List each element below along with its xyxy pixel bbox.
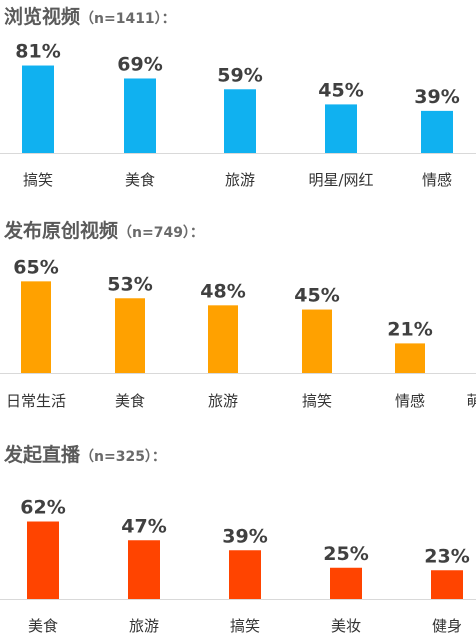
- value-label: 47%: [121, 515, 166, 537]
- value-label: 53%: [107, 273, 152, 295]
- value-label: 45%: [294, 285, 339, 307]
- bar-chart-browse: 81% 搞笑 69% 美食 59% 旅游 45% 明星/网红 39% 情感: [0, 41, 476, 189]
- bar-chart-live: 62% 美食 47% 旅游 39% 搞笑 25% 美妆 23% 健身: [0, 497, 476, 635]
- bar: [22, 65, 54, 153]
- bar: [421, 110, 453, 153]
- value-label: 23%: [424, 545, 469, 567]
- category-label: 美食: [125, 171, 155, 189]
- chart-panel-browse: 浏览视频（n=1411）： 81% 搞笑 69% 美食 59% 旅游 45% 明星/网红 39%…: [0, 0, 476, 200]
- bar: [208, 305, 238, 373]
- bar: [229, 550, 261, 599]
- bar: [124, 78, 156, 153]
- category-label: 旅游: [225, 171, 255, 189]
- bar: [128, 540, 160, 599]
- bar: [395, 343, 425, 373]
- category-label: 美食: [115, 392, 145, 410]
- category-label: 萌: [466, 392, 476, 410]
- category-label: 明星/网红: [308, 171, 373, 189]
- category-label: 日常生活: [6, 392, 66, 410]
- category-label: 搞笑: [23, 171, 53, 189]
- bar: [325, 104, 357, 153]
- value-label: 48%: [200, 280, 245, 302]
- value-label: 25%: [323, 543, 368, 565]
- bar: [115, 298, 145, 373]
- value-label: 39%: [414, 86, 459, 108]
- category-label: 情感: [395, 392, 425, 410]
- value-label: 69%: [117, 53, 162, 75]
- bar: [302, 309, 332, 373]
- category-label: 搞笑: [302, 392, 332, 410]
- category-label: 搞笑: [230, 617, 260, 635]
- category-label: 美食: [28, 617, 58, 635]
- value-label: 65%: [13, 256, 58, 278]
- bar: [431, 570, 463, 599]
- value-label: 81%: [15, 41, 60, 63]
- chart-panel-live: 发起直播（n=325）： 62% 美食 47% 旅游 39% 搞笑 25% 美妆 23% 健身: [0, 436, 476, 638]
- category-label: 旅游: [129, 617, 159, 635]
- value-label: 59%: [217, 64, 262, 86]
- category-label: 美妆: [331, 617, 361, 635]
- chart-title-text: 发起直播: [4, 444, 81, 466]
- value-label: 39%: [222, 525, 267, 547]
- bar: [27, 521, 59, 599]
- bar: [224, 89, 256, 153]
- chart-title-text: 浏览视频: [4, 6, 81, 28]
- chart-title-text: 发布原创视频: [4, 220, 119, 242]
- category-label: 情感: [422, 171, 452, 189]
- bar-chart-publish: 65% 日常生活 53% 美食 48% 旅游 45% 搞笑 21% 情感 萌: [0, 256, 476, 410]
- bar: [330, 567, 362, 599]
- category-label: 健身: [432, 617, 462, 635]
- chart-sample-size: （n=1411）：: [80, 11, 176, 27]
- chart-panel-publish: 发布原创视频（n=749）： 65% 日常生活 53% 美食 48% 旅游 45% 搞笑 21%…: [0, 212, 476, 432]
- value-label: 62%: [20, 497, 65, 519]
- category-label: 旅游: [208, 392, 238, 410]
- chart-title-publish: 发布原创视频（n=749）：: [4, 216, 204, 243]
- value-label: 45%: [318, 79, 363, 101]
- chart-sample-size: （n=749）：: [118, 225, 204, 241]
- value-label: 21%: [387, 318, 432, 340]
- bar: [21, 281, 51, 373]
- chart-sample-size: （n=325）：: [80, 449, 166, 465]
- chart-title-browse: 浏览视频（n=1411）：: [4, 2, 176, 29]
- chart-title-live: 发起直播（n=325）：: [4, 440, 166, 467]
